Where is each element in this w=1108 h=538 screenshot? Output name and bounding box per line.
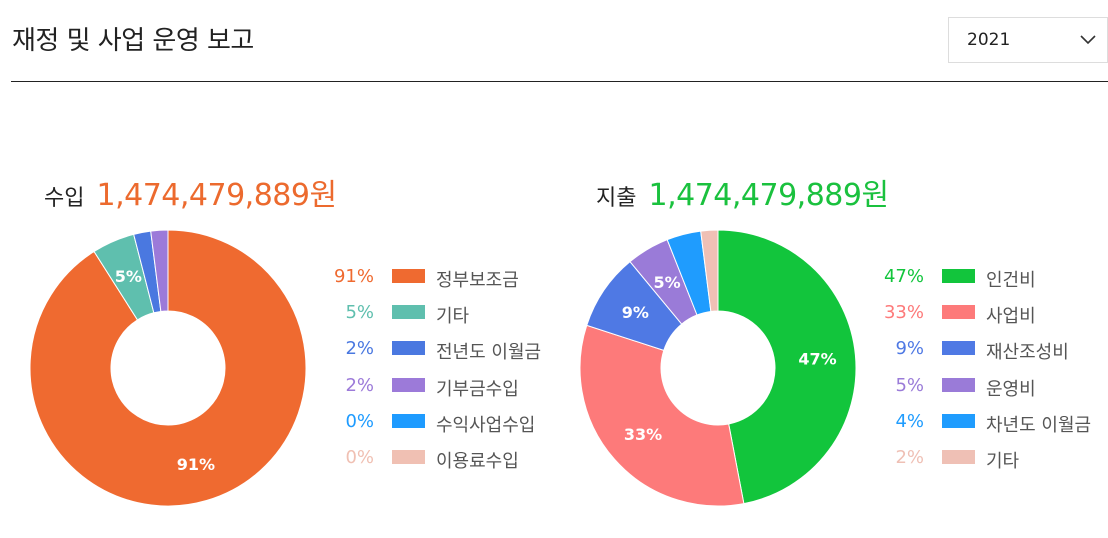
slice-data-label: 47% bbox=[798, 350, 836, 369]
legend-percent: 33% bbox=[883, 302, 924, 324]
year-select[interactable]: 2021 bbox=[948, 17, 1108, 63]
legend-percent: 2% bbox=[895, 447, 924, 468]
slice-data-label: 5% bbox=[654, 273, 681, 292]
legend-percent: 47% bbox=[883, 266, 924, 287]
legend-item: 47% 인건비 bbox=[874, 264, 1108, 291]
donut-slice bbox=[580, 324, 745, 506]
legend-swatch bbox=[942, 377, 975, 392]
expense-heading: 지출 1,474,479,889원 bbox=[596, 170, 889, 214]
donut-slice bbox=[30, 230, 306, 506]
legend-swatch bbox=[942, 305, 975, 320]
legend-percent: 9% bbox=[895, 338, 924, 360]
page-title: 재정 및 사업 운영 보고 bbox=[12, 26, 254, 56]
year-select-value: 2021 bbox=[967, 30, 1011, 50]
legend-item: 2% 전년도 이월금 bbox=[324, 336, 604, 363]
legend-swatch bbox=[942, 450, 975, 464]
income-label: 수입 bbox=[44, 186, 85, 211]
expense-donut-chart: 47% 33% 9% 5% bbox=[580, 230, 856, 506]
legend-item: 5% 기타 bbox=[324, 300, 604, 327]
legend-percent: 91% bbox=[333, 266, 374, 287]
donut-slice bbox=[717, 230, 856, 505]
expense-amount: 1,474,479,889원 bbox=[648, 178, 889, 213]
legend-item: 4% 차년도 이월금 bbox=[874, 409, 1108, 436]
legend-label: 수익사업수입 bbox=[436, 414, 536, 436]
income-donut-chart: 91% 5% bbox=[30, 230, 306, 506]
legend-swatch bbox=[942, 269, 975, 283]
legend-label: 기타 bbox=[986, 451, 1020, 472]
legend-item: 5% 운영비 bbox=[874, 373, 1108, 400]
legend-label: 재산조성비 bbox=[986, 342, 1069, 364]
legend-percent: 5% bbox=[895, 374, 924, 396]
legend-label: 사업비 bbox=[986, 306, 1036, 328]
legend-swatch bbox=[392, 305, 425, 320]
legend-swatch bbox=[392, 341, 425, 356]
legend-swatch bbox=[942, 341, 975, 356]
legend-label: 기타 bbox=[436, 306, 470, 328]
legend-swatch bbox=[392, 413, 425, 428]
slice-data-label: 5% bbox=[115, 267, 142, 286]
legend-label: 정부보조금 bbox=[436, 270, 519, 291]
legend-swatch bbox=[392, 450, 425, 464]
legend-item: 0% 이용료수입 bbox=[324, 445, 604, 472]
legend-percent: 4% bbox=[895, 410, 924, 432]
legend-label: 이용료수입 bbox=[436, 451, 519, 472]
income-heading: 수입 1,474,479,889원 bbox=[44, 170, 337, 214]
divider bbox=[11, 81, 1108, 82]
legend-label: 기부금수입 bbox=[436, 378, 519, 400]
donut-slice bbox=[150, 230, 169, 313]
legend-label: 인건비 bbox=[986, 270, 1036, 291]
donut-slice bbox=[700, 230, 719, 313]
legend-swatch bbox=[392, 377, 425, 392]
expense-label: 지출 bbox=[596, 186, 637, 211]
legend-item: 91% 정부보조금 bbox=[324, 264, 604, 291]
legend-item: 33% 사업비 bbox=[874, 300, 1108, 327]
legend-label: 차년도 이월금 bbox=[986, 414, 1092, 436]
slice-data-label: 91% bbox=[177, 455, 215, 474]
slice-data-label: 9% bbox=[622, 303, 649, 322]
legend-item: 2% 기타 bbox=[874, 445, 1108, 472]
legend-swatch bbox=[942, 413, 975, 428]
chevron-down-icon bbox=[1080, 35, 1096, 45]
legend-percent: 0% bbox=[345, 410, 374, 432]
legend-percent: 5% bbox=[345, 302, 374, 324]
legend-label: 전년도 이월금 bbox=[436, 342, 542, 364]
slice-data-label: 33% bbox=[624, 425, 662, 444]
legend-label: 운영비 bbox=[986, 378, 1036, 400]
legend-item: 9% 재산조성비 bbox=[874, 336, 1108, 363]
legend-percent: 0% bbox=[345, 447, 374, 468]
legend-swatch bbox=[392, 269, 425, 283]
income-amount: 1,474,479,889원 bbox=[96, 178, 337, 213]
legend-percent: 2% bbox=[345, 338, 374, 360]
legend-item: 0% 수익사업수입 bbox=[324, 409, 604, 436]
legend-percent: 2% bbox=[345, 374, 374, 396]
legend-item: 2% 기부금수입 bbox=[324, 373, 604, 400]
